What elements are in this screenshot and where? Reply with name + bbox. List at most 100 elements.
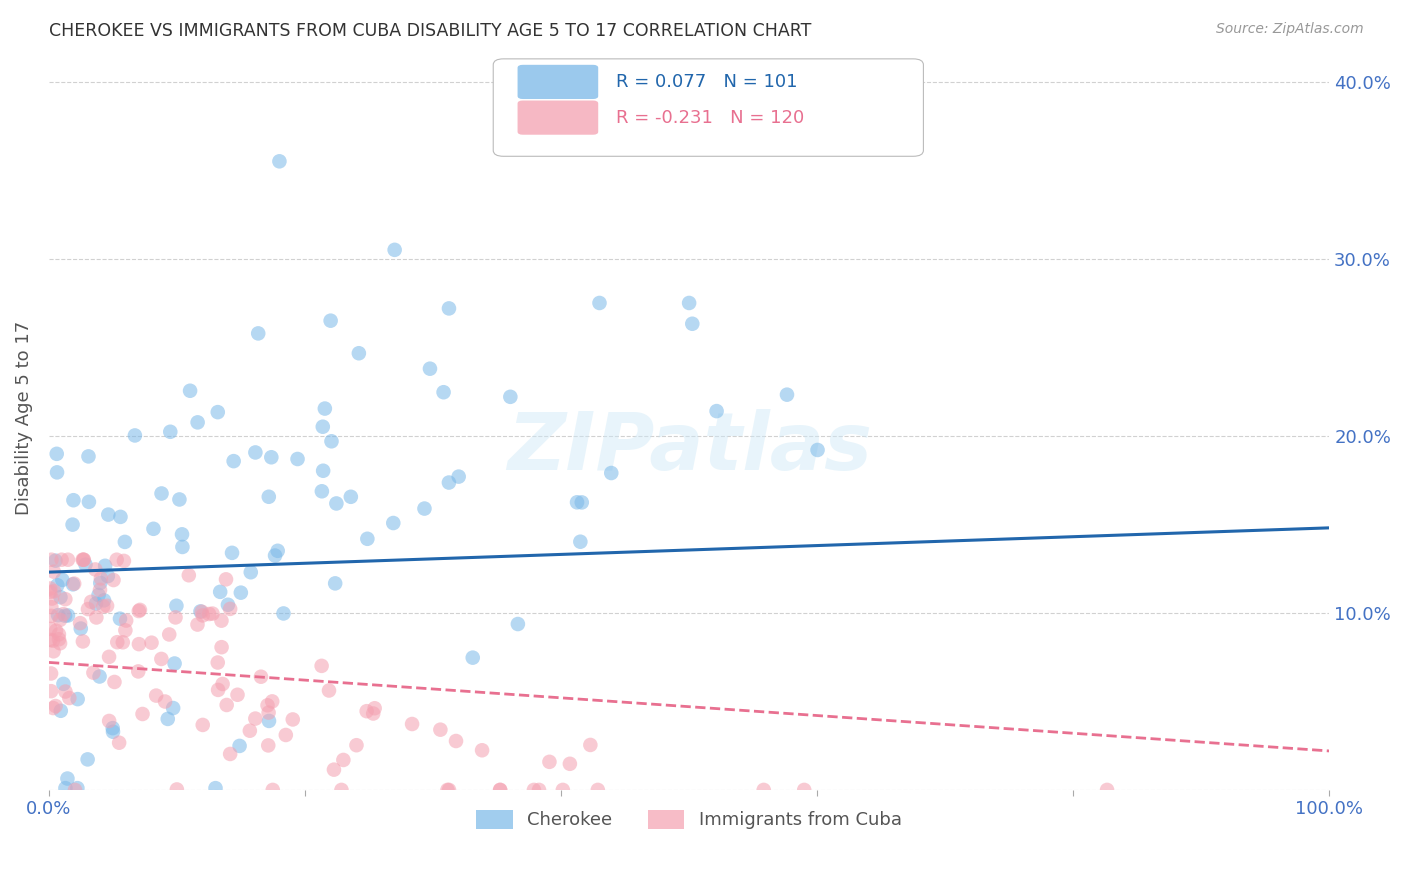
Point [72, 552, 94, 566]
Point [201, 607, 224, 621]
Point [73, 552, 96, 566]
Point [39, 622, 62, 636]
Point [257, 739, 280, 753]
Point [527, 783, 550, 797]
Point [42, 565, 65, 579]
Point [156, 712, 179, 726]
Point [46, 608, 69, 623]
Point [170, 527, 193, 541]
Point [245, 445, 267, 459]
Point [325, 496, 347, 510]
Point [129, 603, 152, 617]
Point [681, 317, 703, 331]
Point [58, 691, 80, 706]
Point [63, 783, 86, 797]
Point [250, 670, 273, 684]
Point [77, 450, 100, 464]
Point [222, 454, 245, 468]
Point [429, 723, 451, 737]
Point [165, 599, 187, 613]
Point [97, 569, 120, 583]
Point [330, 783, 353, 797]
Point [49, 704, 72, 718]
Point [94, 558, 117, 573]
Point [172, 540, 194, 554]
Point [190, 605, 212, 619]
Point [586, 783, 609, 797]
Point [103, 675, 125, 690]
Point [46, 578, 69, 592]
Point [128, 637, 150, 651]
Point [103, 573, 125, 587]
Point [471, 743, 494, 757]
Point [63, 576, 86, 591]
Point [90, 571, 112, 585]
Point [312, 419, 335, 434]
Point [56, 608, 79, 623]
Point [332, 753, 354, 767]
Point [437, 475, 460, 490]
Point [211, 614, 233, 628]
Point [179, 384, 201, 398]
Point [89, 576, 111, 591]
Point [323, 576, 346, 591]
Point [39, 632, 62, 647]
Point [361, 706, 384, 721]
Point [207, 682, 229, 697]
Point [42, 633, 65, 648]
Point [447, 469, 470, 483]
Point [159, 425, 181, 439]
Point [44, 554, 66, 568]
Point [191, 608, 214, 623]
Point [150, 652, 173, 666]
Point [215, 698, 238, 712]
Point [382, 516, 405, 530]
Point [239, 566, 262, 580]
Point [101, 724, 124, 739]
Point [56, 552, 79, 566]
Point [436, 783, 458, 797]
Point [62, 517, 84, 532]
Point [110, 509, 132, 524]
FancyBboxPatch shape [517, 65, 598, 99]
Point [39, 666, 62, 681]
Point [523, 783, 546, 797]
Point [89, 669, 111, 683]
Point [93, 593, 115, 607]
Point [165, 610, 187, 624]
Point [98, 649, 121, 664]
Point [229, 585, 252, 599]
Point [153, 694, 176, 708]
FancyBboxPatch shape [517, 101, 598, 135]
Point [228, 739, 250, 753]
Point [538, 755, 561, 769]
Point [186, 617, 208, 632]
Point [114, 535, 136, 549]
Point [579, 738, 602, 752]
Point [41, 552, 63, 566]
Point [219, 602, 242, 616]
Point [49, 613, 72, 627]
Point [776, 387, 799, 401]
Point [191, 718, 214, 732]
Point [211, 640, 233, 655]
Point [437, 783, 460, 797]
Point [163, 657, 186, 671]
Point [169, 492, 191, 507]
Point [72, 634, 94, 648]
Point [51, 552, 73, 566]
Point [56, 772, 79, 786]
Point [76, 752, 98, 766]
Point [39, 585, 62, 599]
Point [77, 495, 100, 509]
Point [340, 490, 363, 504]
Point [260, 450, 283, 465]
Point [39, 608, 62, 623]
Point [239, 723, 262, 738]
FancyBboxPatch shape [494, 59, 924, 156]
Point [177, 568, 200, 582]
Point [111, 635, 134, 649]
Point [319, 314, 342, 328]
Point [87, 588, 110, 602]
Point [346, 738, 368, 752]
